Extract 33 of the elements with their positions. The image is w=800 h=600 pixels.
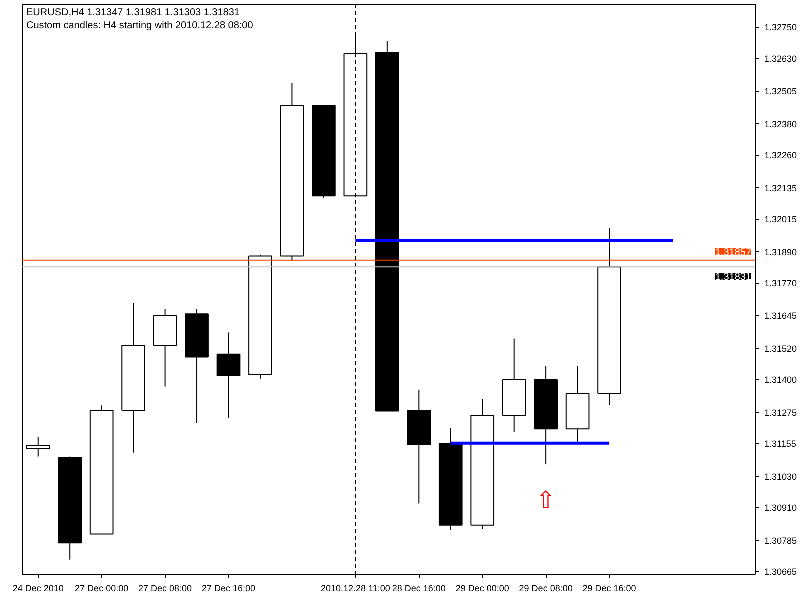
y-tick-label: 1.31890 bbox=[764, 247, 798, 258]
x-tick-label: 29 Dec 08:00 bbox=[519, 584, 573, 594]
y-tick-label: 1.32380 bbox=[764, 119, 798, 130]
y-tick-label: 1.31645 bbox=[764, 311, 798, 322]
y-tick-label: 1.31275 bbox=[764, 408, 798, 418]
x-tick-label: 29 Dec 16:00 bbox=[582, 584, 636, 594]
candlestick bbox=[216, 332, 241, 419]
y-tick-label: 1.32505 bbox=[764, 86, 798, 97]
y-tick-label: 1.31030 bbox=[764, 472, 798, 482]
y-tick-label: 1.32750 bbox=[764, 22, 798, 33]
y-tick-label: 1.31520 bbox=[764, 344, 798, 354]
y-tick-label: 1.32015 bbox=[764, 214, 798, 225]
x-tick-label: 28 Dec 16:00 bbox=[392, 584, 446, 594]
chart-title: EURUSD,H4 1.31347 1.31981 1.31303 1.31831 bbox=[26, 8, 240, 18]
x-tick-label: 2010.12.28 11:00 bbox=[320, 584, 390, 594]
y-tick-label: 1.31155 bbox=[764, 439, 796, 450]
candlestick bbox=[26, 436, 50, 458]
text: Custom candles: H4 starting with 2010.12.28 08:00 bbox=[26, 20, 254, 32]
y-tick-label: 1.32135 bbox=[764, 183, 798, 194]
y-tick-label: 1.30785 bbox=[764, 536, 798, 546]
y-tick-label: 1.32260 bbox=[764, 150, 798, 161]
y-tick-label: 1.30910 bbox=[764, 503, 798, 514]
x-tick-label: 27 Dec 00:00 bbox=[75, 584, 129, 594]
x-tick-label: 27 Dec 16:00 bbox=[202, 584, 256, 594]
x-tick-label: 27 Dec 08:00 bbox=[138, 584, 192, 594]
annotation: ⇧ bbox=[536, 486, 556, 514]
y-tick-label: 1.31400 bbox=[764, 375, 798, 386]
x-tick-label: 24 Dec 2010 bbox=[12, 584, 64, 594]
x-tick-label: 29 Dec 00:00 bbox=[456, 584, 510, 594]
y-tick-label: 1.30665 bbox=[764, 567, 798, 578]
y-tick-label: 1.32630 bbox=[764, 54, 798, 64]
ref-line-label: 1.31857 bbox=[715, 247, 752, 258]
y-tick-label: 1.31770 bbox=[764, 278, 798, 289]
